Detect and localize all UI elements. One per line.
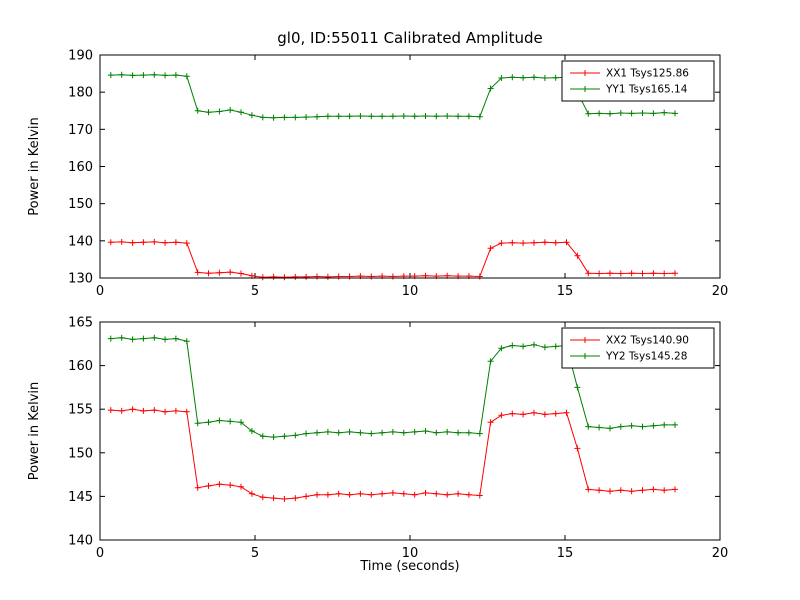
y-tick-label: 130 [68,272,93,287]
y-tick-label: 160 [68,160,93,175]
y-tick-label: 190 [68,49,93,64]
x-tick-label: 10 [402,284,419,299]
x-tick-label: 20 [712,284,729,299]
series-markers-xx1 [107,238,678,281]
y-tick-label: 155 [68,403,93,418]
legend-label: YY1 Tsys165.14 [605,84,688,96]
legend-box [561,60,715,102]
x-tick-label: 15 [557,284,574,299]
legend-label: XX1 Tsys125.86 [606,68,689,80]
y-tick-label: 145 [68,490,93,505]
y-tick-label: 140 [68,234,93,249]
series-markers-yy1 [107,71,678,121]
x-tick-label: 5 [251,546,259,561]
x-tick-label: 20 [712,546,729,561]
legend-label: YY2 Tsys145.28 [605,351,687,363]
y-axis-label: Power in Kelvin [27,382,42,480]
plot-title: gl0, ID:55011 Calibrated Amplitude [277,29,542,47]
y-axis-label: Power in Kelvin [27,117,42,215]
x-tick-label: 0 [96,546,104,561]
series-markers-yy2 [107,334,678,441]
legend-sample-marker [582,86,588,92]
axes-frame-0 [99,54,721,279]
x-tick-label: 0 [96,284,104,299]
legend-sample-marker [582,353,588,359]
y-tick-label: 170 [68,123,93,138]
y-tick-label: 160 [68,359,93,374]
y-tick-label: 140 [68,534,93,549]
axes-frame-1 [99,321,721,541]
x-tick-label: 5 [251,284,259,299]
x-tick-label: 10 [402,546,419,561]
y-tick-label: 180 [68,86,93,101]
legend-sample-marker [582,337,588,343]
legend-label: XX2 Tsys140.90 [606,335,689,347]
series-markers-xx2 [107,406,678,502]
y-tick-label: 150 [68,197,93,212]
x-tick-label: 15 [557,546,574,561]
y-tick-label: 165 [68,316,93,331]
legend-box [561,327,715,369]
legend-sample-marker [582,70,588,76]
y-tick-label: 150 [68,446,93,461]
x-axis-label: Time (seconds) [359,559,459,574]
